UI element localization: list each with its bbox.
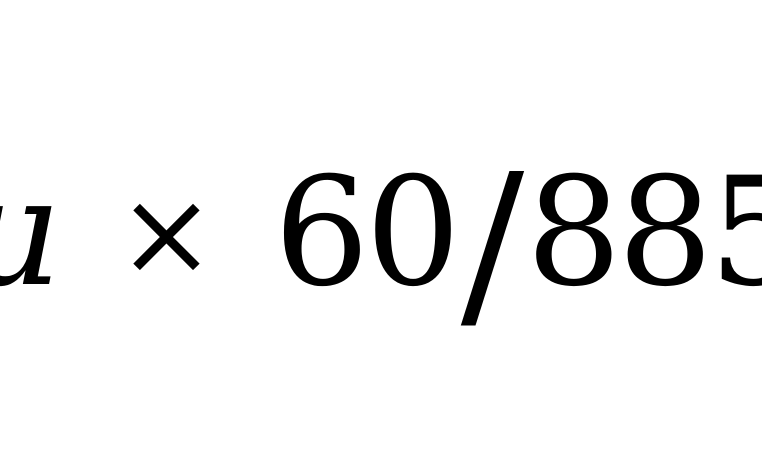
expression-line: μ × 60 / 885 xyxy=(0,126,762,338)
fraction-numerator: 60 xyxy=(273,146,461,320)
mu-symbol: μ xyxy=(0,158,59,308)
multiplication-sign: × xyxy=(117,164,216,302)
fraction-denominator: 885 xyxy=(526,146,762,320)
fraction-slash: / xyxy=(460,134,525,353)
